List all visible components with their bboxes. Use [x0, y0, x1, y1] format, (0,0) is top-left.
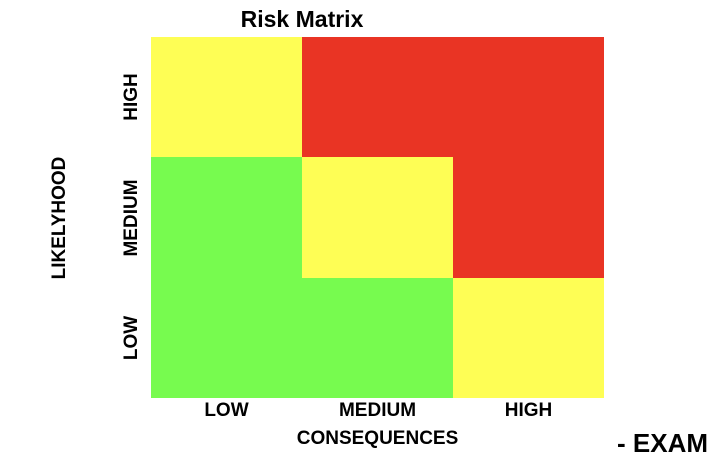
matrix-title: Risk Matrix	[240, 6, 364, 32]
col-label-low: LOW	[204, 400, 249, 421]
likelihood-axis-title: LIKELYHOOD	[49, 156, 70, 280]
matrix-cell-medium-likelihood-high-consequence	[453, 157, 604, 278]
col-label-high: HIGH	[504, 400, 553, 421]
matrix-cell-low-likelihood-medium-consequence	[302, 278, 453, 398]
consequences-axis-title: CONSEQUENCES	[296, 428, 459, 449]
row-label-high: HIGH	[121, 73, 142, 121]
matrix-cell-low-likelihood-low-consequence	[151, 278, 302, 398]
col-label-medium: MEDIUM	[338, 400, 417, 421]
exam-footer-text: - EXAM	[617, 428, 708, 458]
matrix-cell-low-likelihood-high-consequence	[453, 278, 604, 398]
matrix-cell-high-likelihood-high-consequence	[453, 37, 604, 157]
risk-matrix-grid	[151, 37, 604, 398]
matrix-cell-high-likelihood-medium-consequence	[302, 37, 453, 157]
row-label-medium: MEDIUM	[121, 179, 142, 257]
matrix-cell-medium-likelihood-medium-consequence	[302, 157, 453, 278]
matrix-cell-high-likelihood-low-consequence	[151, 37, 302, 157]
matrix-cell-medium-likelihood-low-consequence	[151, 157, 302, 278]
row-label-low: LOW	[121, 315, 142, 361]
